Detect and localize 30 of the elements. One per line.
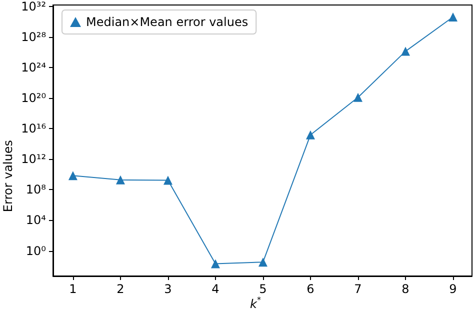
x-tick-label: 4 <box>212 282 220 296</box>
x-axis-title: k* <box>250 296 261 311</box>
point <box>353 92 362 102</box>
point <box>306 130 315 140</box>
y-tick-label: 10²⁰ <box>21 91 46 106</box>
x-tick-label: 5 <box>259 282 267 296</box>
x-tick-label: 6 <box>306 282 314 296</box>
point <box>400 46 410 56</box>
legend-label: Median×Mean error values <box>86 15 248 29</box>
x-tick-label: 8 <box>402 282 410 296</box>
point <box>163 176 172 185</box>
x-tick-label: 7 <box>354 282 362 296</box>
y-tick-label: 10²⁸ <box>21 30 46 44</box>
y-tick-label: 10⁴ <box>26 213 46 228</box>
x-tick-label: 1 <box>69 282 77 296</box>
x-tick-label: 3 <box>164 282 172 296</box>
y-tick-label: 10¹² <box>21 152 46 166</box>
y-tick-label: 10³² <box>21 0 46 14</box>
y-tick-label: 10⁰ <box>26 244 46 258</box>
x-tick-label: 9 <box>449 282 457 296</box>
x-tick-label: 2 <box>116 282 124 296</box>
y-axis-title: Error values <box>1 140 15 212</box>
point <box>116 175 125 184</box>
y-tick-label: 10¹⁶ <box>21 122 46 136</box>
point <box>258 258 268 267</box>
point <box>210 259 220 268</box>
y-tick-label: 10²⁴ <box>21 60 46 74</box>
y-tick-label: 10⁸ <box>26 182 46 197</box>
point <box>68 171 78 180</box>
point <box>448 12 458 22</box>
